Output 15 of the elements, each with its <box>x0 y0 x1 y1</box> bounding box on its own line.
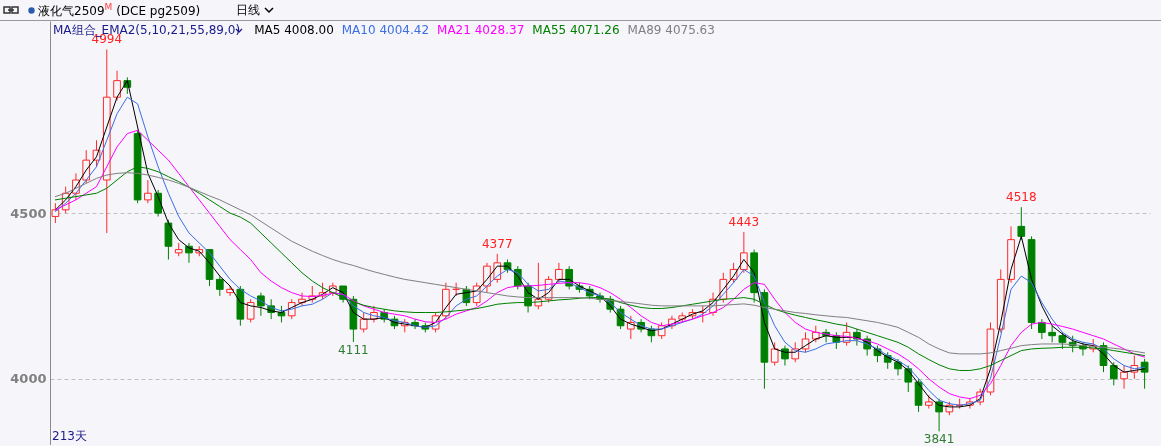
text: MA21 4028.37 <box>437 23 525 37</box>
annotation: 3841 <box>923 432 955 446</box>
y-tick-label: 4000 <box>10 371 47 387</box>
annotation: 4443 <box>728 215 760 230</box>
text: 日线 <box>236 2 260 19</box>
annotation: 4377 <box>481 236 513 251</box>
y-tick-label: 4500 <box>10 205 47 221</box>
text: MA10 4004.42 <box>341 23 430 37</box>
text: MA5 4008.00 <box>254 23 334 37</box>
text: MA55 4071.26 <box>532 23 620 37</box>
chart-title: 液化气2509$^{M}$ (DCE pg2509) <box>38 2 201 20</box>
annotation: 213天 <box>52 428 87 445</box>
annotation: 4518 <box>1006 190 1037 205</box>
annotation: 4111 <box>338 342 369 357</box>
text: MA89 4075.63 <box>627 23 715 37</box>
